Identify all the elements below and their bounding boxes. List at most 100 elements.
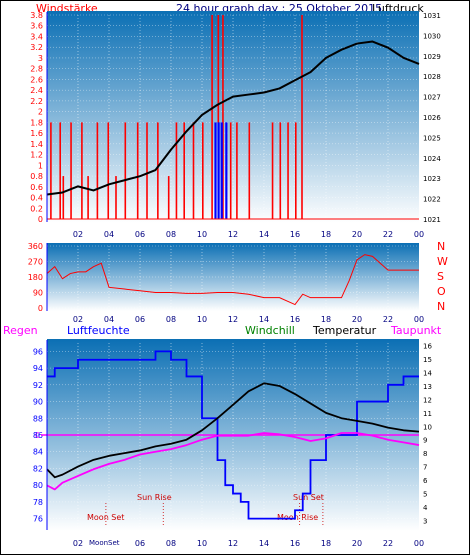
moon-set-bottom-label: MoonSet — [89, 539, 120, 547]
compass-label: O — [437, 285, 446, 298]
x-tick-label-top: 22 — [383, 230, 393, 239]
wind-tick-label: 2.6 — [30, 75, 43, 84]
x-tick-label-bottom: 12 — [228, 539, 238, 548]
wind-bar — [202, 122, 204, 219]
humidity-tick-label: 82 — [33, 464, 43, 473]
temperature-tick-label: 6 — [423, 477, 428, 485]
moon-rise-label: Moon Rise — [277, 513, 318, 522]
wind-bar — [167, 176, 170, 219]
humidity-line — [47, 350, 419, 520]
pressure-tick-label: 1023 — [423, 175, 441, 183]
temperature-tick-label: 12 — [423, 396, 432, 404]
temperature-tick-label: 3 — [423, 517, 427, 525]
compass-label: N — [437, 300, 445, 313]
wind-bar — [146, 122, 148, 219]
x-tick-label-middle: 18 — [321, 315, 331, 324]
pressure-tick-label: 1026 — [423, 114, 441, 122]
humidity-tick-label: 84 — [33, 448, 43, 457]
x-tick-label-bottom: 22 — [383, 539, 393, 548]
wind-tick-label: 1 — [38, 161, 43, 170]
moon-set-label: Moon Set — [87, 513, 124, 522]
gust-bar — [217, 122, 220, 219]
gust-bar — [225, 122, 228, 219]
direction-tick-label: 0 — [38, 304, 43, 313]
pressure-tick-label: 1029 — [423, 53, 441, 61]
x-tick-label-middle: 02 — [73, 315, 83, 324]
gust-bar — [214, 122, 217, 219]
temperature-tick-label: 5 — [423, 490, 427, 498]
wind-bar — [124, 122, 127, 219]
humidity-tick-label: 90 — [33, 398, 43, 407]
pressure-tick-label: 1024 — [423, 155, 441, 163]
wind-bar — [287, 122, 289, 219]
pressure-tick-label: 1028 — [423, 73, 441, 81]
direction-tick-label: 360 — [28, 242, 43, 251]
wind-bar — [192, 122, 195, 219]
pressure-line — [46, 40, 420, 196]
sun-rise-label: Sun Rise — [137, 493, 172, 502]
wind-tick-label: 3 — [38, 54, 43, 63]
humidity-tick-label: 92 — [33, 381, 43, 390]
temperature-tick-label: 13 — [423, 383, 432, 391]
wind-tick-label: 2 — [38, 108, 43, 117]
temperature-tick-label: 9 — [423, 437, 427, 445]
wind-bar — [115, 176, 117, 219]
temperature-line — [46, 382, 420, 479]
wind-tick-label: 2.2 — [30, 97, 43, 106]
humidity-tick-label: 94 — [33, 364, 43, 373]
wind-direction-line — [46, 254, 419, 306]
rain-value-label: 0 — [35, 431, 40, 440]
wind-bar — [175, 122, 178, 219]
humidity-tick-label: 80 — [33, 481, 43, 490]
x-tick-label-top: 06 — [135, 230, 145, 239]
x-tick-label-bottom: 14 — [259, 539, 269, 548]
wind-tick-label: 0.8 — [30, 172, 43, 181]
gust-bar — [220, 122, 223, 219]
compass-label: S — [437, 270, 444, 283]
pressure-tick-label: 1027 — [423, 94, 441, 102]
temperature-tick-label: 16 — [423, 343, 432, 351]
x-tick-label-middle: 20 — [352, 315, 362, 324]
x-tick-label-middle: 04 — [104, 315, 114, 324]
sun-set-label: Sun Set — [293, 493, 324, 502]
wind-bar — [211, 15, 213, 219]
wind-tick-label: 3.6 — [30, 22, 43, 31]
x-tick-label-top: 18 — [321, 230, 331, 239]
x-tick-label-top: 00 — [414, 230, 424, 239]
direction-tick-label: 270 — [28, 258, 43, 267]
wind-bar — [87, 176, 89, 219]
humidity-tick-label: 96 — [33, 347, 43, 356]
x-tick-label-bottom: 02 — [73, 539, 83, 548]
direction-tick-label: 180 — [28, 273, 43, 282]
wind-tick-label: 0 — [38, 215, 43, 224]
wind-tick-label: 0.6 — [30, 183, 43, 192]
legend-rain: Regen — [3, 324, 38, 337]
temperature-tick-label: 4 — [423, 504, 428, 512]
wind-tick-label: 3.2 — [30, 43, 43, 52]
wind-bar — [229, 122, 232, 219]
wind-bar — [157, 122, 159, 219]
x-tick-label-bottom: 16 — [290, 539, 300, 548]
x-tick-label-middle: 08 — [166, 315, 176, 324]
wind-tick-label: 1.2 — [30, 151, 43, 160]
wind-tick-label: 1.8 — [30, 118, 43, 127]
wind-bar — [222, 15, 224, 219]
wind-bar — [248, 122, 251, 219]
legend-humidity: Luftfeuchte — [67, 324, 130, 337]
wind-bar — [62, 176, 65, 219]
x-tick-label-bottom: 06 — [135, 539, 145, 548]
wind-bar — [271, 122, 274, 219]
pressure-tick-label: 1031 — [423, 12, 441, 20]
wind-tick-label: 0.2 — [30, 204, 43, 213]
x-tick-label-top: 14 — [259, 230, 269, 239]
legend-temperature: Temperatur — [312, 324, 377, 337]
x-tick-label-top: 20 — [352, 230, 362, 239]
pressure-tick-label: 1021 — [423, 216, 441, 224]
humidity-tick-label: 88 — [33, 414, 43, 423]
x-tick-label-middle: 14 — [259, 315, 269, 324]
wind-bar — [136, 122, 139, 219]
wind-bar — [50, 122, 52, 219]
wind-bar — [96, 122, 99, 219]
dewpoint-line — [46, 432, 420, 491]
